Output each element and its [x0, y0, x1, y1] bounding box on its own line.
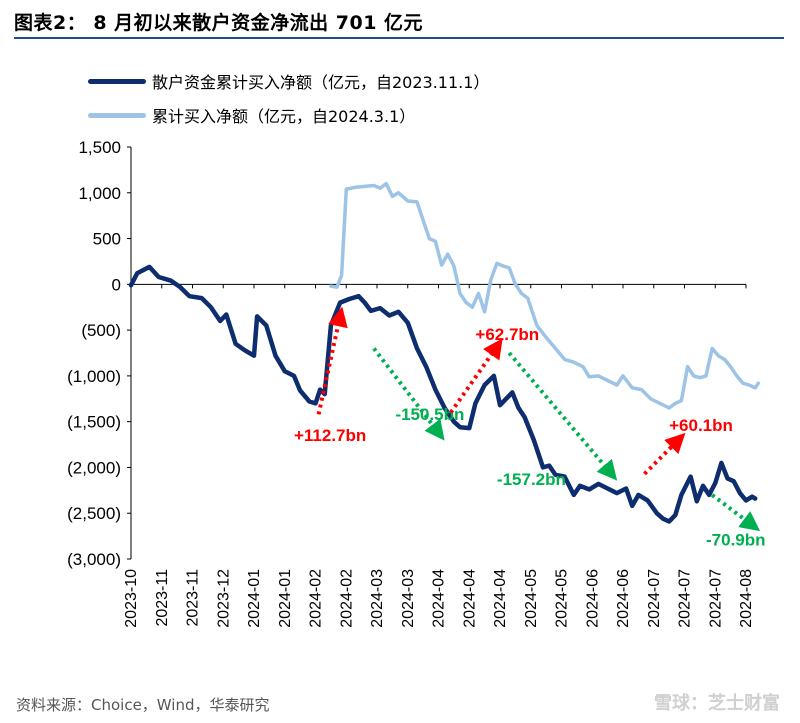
y-tick-label: (1,000)	[67, 367, 121, 386]
title-divider	[14, 37, 784, 39]
annotation-label: +60.1bn	[669, 416, 733, 435]
x-tick-label: 2024-04	[492, 569, 509, 628]
x-tick-label: 2024-02	[308, 569, 325, 628]
legend-item-series-1: 散户资金累计买入净额（亿元，自2023.11.1）	[88, 64, 489, 98]
y-tick-label: (2,000)	[67, 458, 121, 477]
annotation-label: -150.5bn	[395, 405, 464, 424]
annotation-arrow	[507, 351, 618, 481]
annotation-label: -70.9bn	[706, 530, 766, 549]
annotation-label: -157.2bn	[497, 470, 566, 489]
chart-legend: 散户资金累计买入净额（亿元，自2023.11.1） 累计买入净额（亿元，自202…	[88, 64, 489, 132]
x-tick-label: 2024-08	[738, 569, 755, 628]
x-tick-label: 2024-07	[677, 569, 694, 628]
annotation-arrow	[710, 493, 761, 532]
y-tick-label: 1,000	[78, 184, 121, 203]
annotation-label: +62.7bn	[475, 325, 539, 344]
annotation-label: +112.7bn	[294, 426, 366, 445]
y-tick-label: (500)	[81, 321, 121, 340]
x-tick-label: 2023-10	[123, 569, 140, 628]
source-note: 资料来源：Choice，Wind，华泰研究	[16, 696, 270, 714]
x-tick-label: 2024-04	[431, 569, 448, 628]
x-tick-label: 2023-12	[215, 569, 232, 628]
x-tick-label: 2024-06	[584, 569, 601, 628]
x-tick-label: 2024-05	[554, 569, 571, 628]
series-line-1	[128, 264, 758, 524]
x-tick-label: 2024-06	[615, 569, 632, 628]
x-tick-label: 2024-02	[338, 569, 355, 628]
x-tick-label: 2024-04	[461, 569, 478, 628]
legend-item-series-2: 累计买入净额（亿元，自2024.3.1）	[88, 98, 489, 132]
x-tick-label: 2024-01	[246, 569, 263, 628]
x-tick-label: 2024-03	[400, 569, 417, 628]
legend-swatch-series-2	[88, 112, 146, 118]
chart-title: 图表2： 8 月初以来散户资金净流出 701 亿元	[14, 12, 424, 34]
x-tick-label: 2024-03	[369, 569, 386, 628]
x-tick-label: 2023-11	[154, 569, 171, 627]
x-tick-label: 2024-07	[646, 569, 663, 628]
legend-label-series-1: 散户资金累计买入净额（亿元，自2023.11.1）	[152, 73, 490, 92]
watermark: 雪球：芝士财富	[654, 693, 780, 714]
legend-swatch-series-1	[88, 78, 146, 84]
y-tick-label: 1,500	[78, 138, 121, 157]
x-tick-label: 2024-05	[523, 569, 540, 628]
y-tick-label: 0	[112, 275, 121, 294]
annotation-arrow	[643, 432, 686, 476]
y-tick-label: 500	[93, 230, 121, 249]
y-tick-label: (2,500)	[67, 504, 121, 523]
x-tick-label: 2023-11	[185, 569, 202, 627]
x-tick-label: 2024-07	[707, 569, 724, 628]
series-line-2	[329, 181, 761, 410]
y-tick-label: (1,500)	[67, 413, 121, 432]
y-tick-label: (3,000)	[67, 550, 121, 569]
annotation-arrow	[316, 306, 348, 415]
legend-label-series-2: 累计买入净额（亿元，自2024.3.1）	[152, 107, 416, 126]
x-tick-label: 2024-01	[277, 569, 294, 628]
